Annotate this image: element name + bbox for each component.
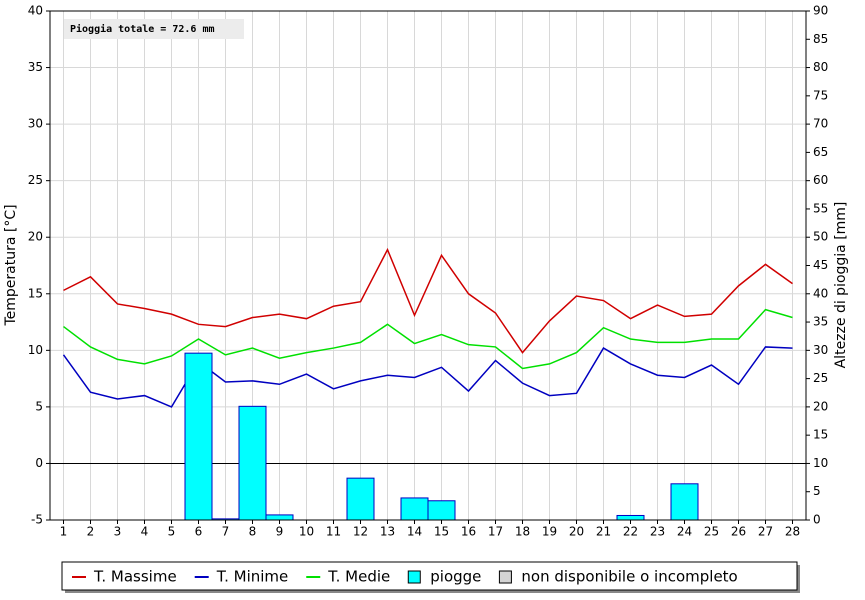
rain-bar [346, 477, 375, 521]
y2-tick-label: 30 [813, 343, 828, 357]
y-tick-label: 40 [28, 4, 43, 18]
legend-swatch [498, 570, 512, 584]
y2-tick-label: 65 [813, 145, 828, 159]
rain-bar [427, 500, 456, 521]
x-tick-label: 11 [326, 525, 341, 539]
x-tick-label: 24 [677, 525, 692, 539]
x-tick-label: 9 [276, 525, 284, 539]
x-tick-label: 5 [168, 525, 176, 539]
x-tick-label: 4 [141, 525, 149, 539]
x-tick-label: 3 [114, 525, 122, 539]
y-tick-label: 15 [28, 286, 43, 300]
y-tick-label: 5 [35, 399, 43, 413]
y2-tick-label: 55 [813, 201, 828, 215]
x-tick-label: 27 [758, 525, 773, 539]
plot-area [50, 11, 806, 520]
x-tick-label: 12 [353, 525, 368, 539]
rain-bar [616, 514, 645, 521]
x-tick-label: 28 [785, 525, 800, 539]
x-tick-label: 18 [515, 525, 530, 539]
y2-tick-label: 40 [813, 286, 828, 300]
annotation: Pioggia totale = 72.6 mm [70, 23, 215, 35]
x-tick-label: 21 [596, 525, 611, 539]
y2-tick-label: 70 [813, 117, 828, 131]
y2-tick-label: 50 [813, 230, 828, 244]
y-axis-label: Temperatura [°C] [3, 204, 19, 326]
y2-tick-label: 5 [813, 484, 821, 498]
y2-tick-label: 10 [813, 456, 828, 470]
y-tick-label: 30 [28, 117, 43, 131]
annotation-box [64, 19, 244, 39]
y2-tick-label: 25 [813, 371, 828, 385]
x-tick-label: 17 [488, 525, 503, 539]
x-tick-label: 6 [195, 525, 203, 539]
plot-border [49, 10, 807, 521]
rain-bar [265, 514, 294, 521]
legend-label: T. Massime [93, 568, 177, 586]
y2-tick-label: 0 [813, 513, 821, 527]
legend-label: piogge [430, 568, 481, 586]
x-tick-label: 13 [380, 525, 395, 539]
rain-bar [400, 497, 429, 521]
y2-tick-label: 20 [813, 399, 828, 413]
x-tick-label: 19 [542, 525, 557, 539]
y2-tick-label: 15 [813, 428, 828, 442]
x-tick-label: 1 [60, 525, 68, 539]
y2-tick-label: 60 [813, 173, 828, 187]
y-tick-label: 10 [28, 343, 43, 357]
legend-label: T. Minime [216, 568, 289, 586]
y-tick-label: 20 [28, 230, 43, 244]
legend-swatch [407, 570, 421, 584]
x-tick-label: 16 [461, 525, 476, 539]
y2-axis-label: Altezze di pioggia [mm] [833, 202, 849, 369]
rain-bar [238, 405, 267, 521]
y-tick-label: 35 [28, 60, 43, 74]
x-tick-label: 25 [704, 525, 719, 539]
legend-label: T. Medie [327, 568, 390, 586]
x-tick-label: 2 [87, 525, 95, 539]
rain-bar [670, 483, 699, 521]
x-tick-label: 26 [731, 525, 746, 539]
y-tick-label: -5 [31, 513, 43, 527]
x-tick-label: 7 [222, 525, 230, 539]
y2-tick-label: 80 [813, 60, 828, 74]
y2-tick-label: 35 [813, 315, 828, 329]
legend-label: non disponibile o incompleto [521, 568, 737, 586]
x-tick-label: 22 [623, 525, 638, 539]
x-tick-label: 23 [650, 525, 665, 539]
y-tick-label: 25 [28, 173, 43, 187]
x-tick-label: 10 [299, 525, 314, 539]
line-series [63, 308, 793, 370]
legend-box [61, 561, 798, 591]
y2-tick-label: 85 [813, 32, 828, 46]
rain-bar [184, 352, 213, 521]
x-tick-label: 8 [249, 525, 257, 539]
y2-tick-label: 90 [813, 4, 828, 18]
x-tick-label: 20 [569, 525, 584, 539]
line-series [63, 247, 793, 354]
y-tick-label: 0 [35, 456, 43, 470]
y2-tick-label: 75 [813, 88, 828, 102]
x-tick-label: 14 [407, 525, 422, 539]
y2-tick-label: 45 [813, 258, 828, 272]
x-tick-label: 15 [434, 525, 449, 539]
